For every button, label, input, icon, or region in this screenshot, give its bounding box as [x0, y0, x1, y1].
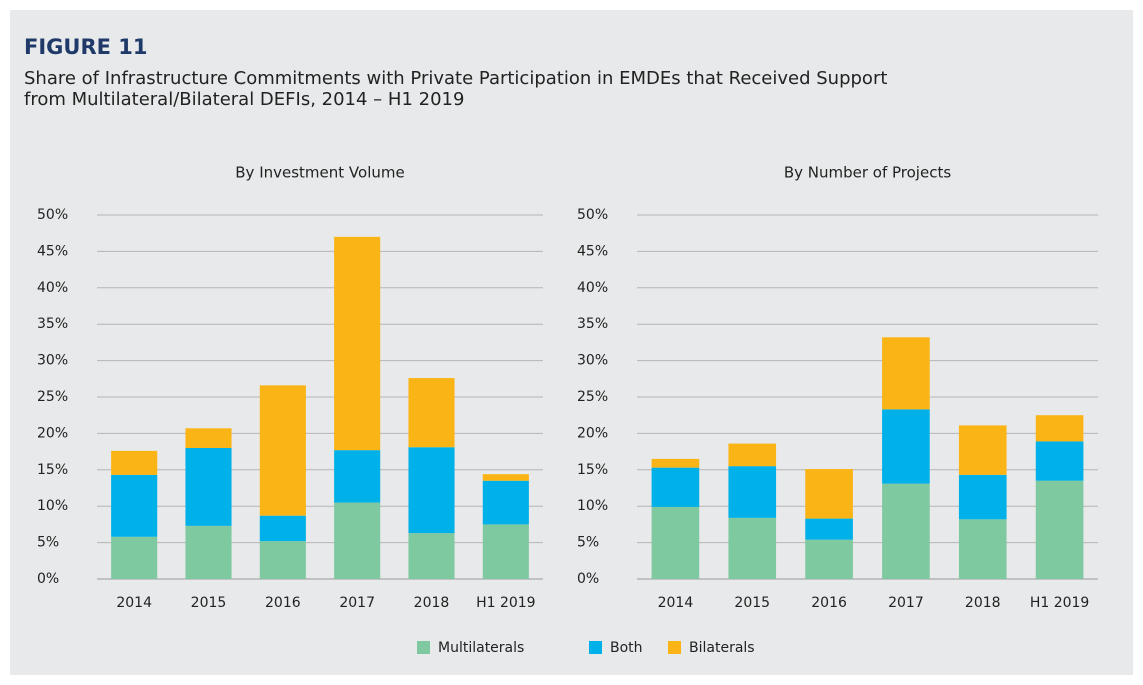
- y-tick-label: 0%: [37, 571, 59, 587]
- bar-segment: [1035, 441, 1084, 481]
- y-tick-label: 50%: [577, 207, 608, 223]
- bar-segment: [408, 533, 455, 579]
- x-tick-label: 2018: [414, 595, 450, 611]
- y-tick-label: 5%: [577, 535, 599, 551]
- bar-segment: [111, 474, 158, 537]
- bar-segment: [882, 409, 930, 484]
- y-tick-label: 35%: [577, 316, 608, 332]
- bar-segment: [185, 447, 232, 526]
- y-tick-label: 30%: [577, 353, 608, 369]
- bar-segment: [651, 506, 700, 579]
- bar-segment: [185, 428, 232, 448]
- bar-segment: [408, 378, 455, 448]
- legend-swatch: [417, 641, 430, 654]
- bar-segment: [882, 337, 930, 410]
- bar-segment: [259, 385, 306, 516]
- figure-title: Share of Infrastructure Commitments with…: [24, 68, 887, 89]
- bar-segment: [111, 450, 158, 475]
- y-tick-label: 40%: [577, 280, 608, 296]
- bar-segment: [882, 483, 930, 579]
- y-tick-label: 15%: [577, 462, 608, 478]
- legend-label: Bilaterals: [689, 640, 755, 656]
- bar-segment: [805, 518, 853, 540]
- legend-label: Multilaterals: [438, 640, 524, 656]
- y-tick-label: 15%: [37, 462, 68, 478]
- chart-subtitle: By Number of Projects: [784, 164, 952, 182]
- bar-segment: [805, 469, 853, 519]
- y-tick-label: 10%: [577, 498, 608, 514]
- y-tick-label: 25%: [577, 389, 608, 405]
- bar-segment: [482, 480, 529, 525]
- y-tick-label: 30%: [37, 353, 68, 369]
- bar-segment: [728, 443, 777, 467]
- y-tick-label: 10%: [37, 498, 68, 514]
- x-tick-label: 2017: [339, 595, 375, 611]
- bar-segment: [259, 515, 306, 542]
- bar-segment: [958, 474, 1007, 520]
- x-tick-label: H1 2019: [1030, 595, 1090, 611]
- y-tick-label: 20%: [37, 425, 68, 441]
- figure-label: FIGURE 11: [24, 35, 148, 59]
- bar-segment: [185, 525, 232, 579]
- x-tick-label: 2017: [888, 595, 924, 611]
- y-tick-label: 45%: [577, 243, 608, 259]
- legend-swatch: [668, 641, 681, 654]
- y-tick-label: 20%: [577, 425, 608, 441]
- x-tick-label: 2016: [265, 595, 301, 611]
- chart-subtitle: By Investment Volume: [235, 164, 404, 182]
- bar-segment: [805, 539, 853, 579]
- bar-segment: [958, 425, 1007, 475]
- x-tick-label: 2015: [191, 595, 227, 611]
- legend-label: Both: [610, 640, 643, 656]
- y-tick-label: 35%: [37, 316, 68, 332]
- bar-segment: [482, 524, 529, 579]
- bar-segment: [408, 447, 455, 534]
- x-tick-label: 2016: [811, 595, 847, 611]
- x-tick-label: 2014: [658, 595, 694, 611]
- bar-segment: [1035, 415, 1084, 442]
- y-tick-label: 45%: [37, 243, 68, 259]
- x-tick-label: 2014: [116, 595, 152, 611]
- bar-segment: [1035, 480, 1084, 579]
- y-tick-label: 40%: [37, 280, 68, 296]
- x-tick-label: 2018: [965, 595, 1001, 611]
- bar-segment: [728, 517, 777, 579]
- x-tick-label: 2015: [734, 595, 770, 611]
- bar-segment: [334, 450, 381, 503]
- bar-segment: [259, 541, 306, 579]
- bar-segment: [651, 467, 700, 507]
- bar-segment: [728, 466, 777, 518]
- bar-segment: [482, 474, 529, 481]
- y-tick-label: 5%: [37, 535, 59, 551]
- x-tick-label: H1 2019: [476, 595, 536, 611]
- bar-segment: [958, 519, 1007, 579]
- bar-segment: [334, 502, 381, 579]
- figure-title: from Multilateral/Bilateral DEFIs, 2014 …: [24, 89, 464, 110]
- y-tick-label: 0%: [577, 571, 599, 587]
- bar-segment: [334, 236, 381, 451]
- y-tick-label: 25%: [37, 389, 68, 405]
- y-tick-label: 50%: [37, 207, 68, 223]
- bar-segment: [111, 536, 158, 579]
- bar-segment: [651, 458, 700, 468]
- legend-swatch: [589, 641, 602, 654]
